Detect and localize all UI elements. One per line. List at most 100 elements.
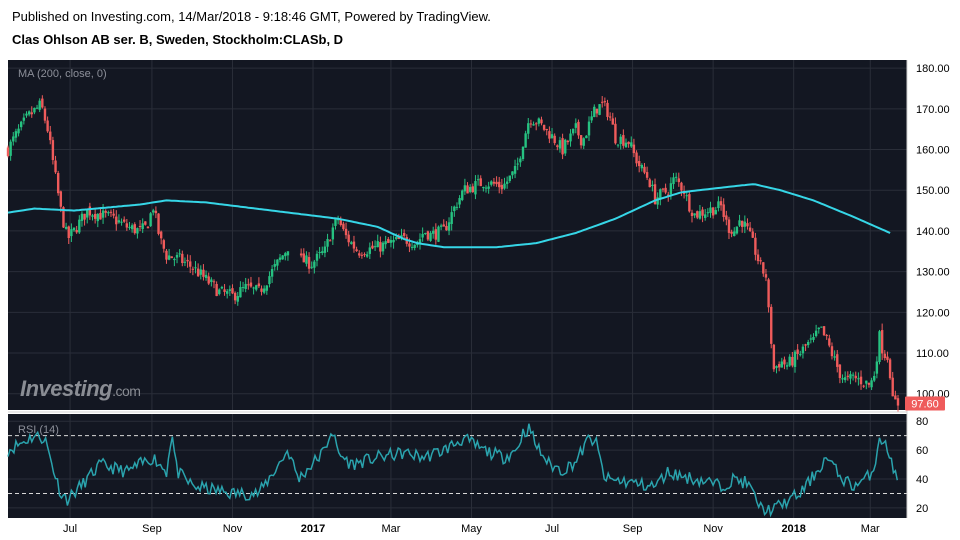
price-tick-label: 140.00 <box>916 226 950 238</box>
candle-body <box>690 212 694 217</box>
candle-body <box>125 223 129 228</box>
candle-body <box>640 164 644 169</box>
candle-body <box>574 123 578 128</box>
candle-body <box>709 207 712 214</box>
candle-body <box>249 282 253 287</box>
candle-body <box>347 234 350 243</box>
candle-body <box>146 226 150 229</box>
x-tick-label: Jul <box>63 523 77 535</box>
candle-body <box>270 269 274 277</box>
candle-body <box>49 131 52 141</box>
candle-body <box>770 306 773 344</box>
candle-body <box>170 256 173 259</box>
candle-body <box>355 249 358 252</box>
last-price-badge: 97.60 <box>905 396 945 411</box>
candle-body <box>622 135 625 146</box>
candle-body <box>696 211 699 218</box>
candle-body <box>801 346 805 354</box>
candle-body <box>445 225 448 231</box>
investing-logo: Investing.com <box>20 376 141 402</box>
candle-body <box>585 135 588 139</box>
candle-body <box>730 231 733 234</box>
candle-body <box>463 185 467 192</box>
candle-body <box>373 246 377 248</box>
candle-body <box>880 330 884 354</box>
candle-body <box>830 346 834 357</box>
candle-body <box>62 207 65 228</box>
candle-body <box>619 136 622 144</box>
candle-body <box>162 240 166 249</box>
candle-body <box>637 161 641 167</box>
candle-body <box>561 138 564 155</box>
candle-body <box>843 377 847 381</box>
candle-body <box>833 356 836 358</box>
candle-body <box>387 238 390 243</box>
candle-body <box>323 246 327 253</box>
candle-body <box>220 286 224 289</box>
candle-body <box>772 344 776 370</box>
logo-suffix: .com <box>112 383 141 399</box>
candle-body <box>748 227 752 232</box>
candle-body <box>537 118 541 124</box>
candle-body <box>516 163 519 165</box>
candle-body <box>418 239 422 244</box>
candle-body <box>627 141 630 145</box>
candle-body <box>828 338 831 346</box>
candle-body <box>450 212 453 224</box>
candle-body <box>704 214 707 218</box>
candle-body <box>447 222 451 231</box>
candle-body <box>571 128 575 134</box>
candle-body <box>376 241 379 248</box>
candle-body <box>439 225 443 227</box>
candle-body <box>344 228 348 236</box>
candle-body <box>767 279 770 308</box>
candle-body <box>389 240 393 243</box>
candle-body <box>265 285 269 291</box>
rsi-axis: 80 60 40 20 <box>916 416 928 515</box>
candle-body <box>365 254 369 257</box>
candle-body <box>542 124 546 130</box>
candle-body <box>262 288 266 293</box>
candle-body <box>577 121 580 136</box>
candle-body <box>101 210 105 218</box>
candle-body <box>233 292 237 301</box>
candle-body <box>878 331 881 363</box>
candle-body <box>130 225 134 230</box>
candle-body <box>608 116 612 118</box>
candle-body <box>513 165 517 174</box>
candle-body <box>727 219 731 233</box>
price-tick-label: 130.00 <box>916 267 950 279</box>
candle-body <box>157 213 160 234</box>
candle-body <box>487 186 490 189</box>
price-grid <box>8 60 907 410</box>
candle-body <box>178 253 181 255</box>
candle-body <box>534 123 538 125</box>
candle-body <box>498 181 501 188</box>
candle-body <box>284 253 287 257</box>
candle-body <box>793 351 797 367</box>
candle-body <box>873 375 876 381</box>
candle-body <box>80 213 84 221</box>
price-panel-bg <box>8 60 907 410</box>
candle-body <box>701 209 704 216</box>
instrument-title: Clas Ohlson AB ser. B, Sweden, Stockholm… <box>12 32 344 47</box>
candle-body <box>416 244 419 246</box>
candle-body <box>149 213 152 227</box>
candle-body <box>484 187 488 189</box>
candle-body <box>107 212 110 214</box>
candle-body <box>159 231 163 239</box>
candle-body <box>215 283 218 297</box>
candle-body <box>384 241 387 245</box>
candle-body <box>505 181 509 184</box>
price-tick-label: 150.00 <box>916 185 950 197</box>
x-tick-label: 2017 <box>301 523 325 535</box>
candle-body <box>239 287 242 298</box>
candle-body <box>582 138 585 146</box>
candle-body <box>590 116 593 121</box>
candle-body <box>717 201 720 209</box>
candle-body <box>735 226 739 234</box>
candle-body <box>820 326 823 328</box>
candle-body <box>241 287 245 289</box>
candle-body <box>836 354 839 367</box>
